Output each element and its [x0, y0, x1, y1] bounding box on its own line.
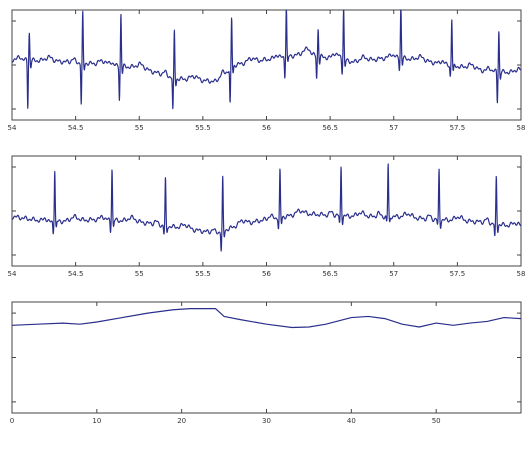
x-tick-label: 56 [262, 270, 271, 278]
ecg-lead-1-plot: 54 54.5 55 55.5 56 56.5 57 57.5 58 [8, 9, 526, 132]
axes-frame [11, 155, 522, 267]
x-tick-label: 50 [432, 417, 441, 425]
x-tick-label: 57 [389, 270, 398, 278]
x-tick-label: 57 [389, 124, 398, 132]
series-line [11, 308, 522, 329]
x-tick-label: 57.5 [450, 270, 466, 278]
axes-frame [11, 301, 522, 414]
x-tick-label: 58 [517, 270, 526, 278]
x-tick-label: 55.5 [195, 124, 211, 132]
x-tick-label: 54 [8, 124, 17, 132]
x-tick-label: 40 [347, 417, 356, 425]
x-tick-label: 55 [135, 124, 144, 132]
x-tick-label: 54.5 [68, 270, 84, 278]
x-tick-label: 54.5 [68, 124, 84, 132]
x-tick-label: 0 [10, 417, 14, 425]
series-line [11, 9, 522, 110]
x-tick-label: 30 [262, 417, 271, 425]
x-tick-label: 10 [92, 417, 101, 425]
x-tick-label: 54 [8, 270, 17, 278]
x-tick-label: 55.5 [195, 270, 211, 278]
ecg-lead-2-plot: 54 54.5 55 55.5 56 56.5 57 57.5 58 [8, 155, 526, 278]
x-tick-label: 55 [135, 270, 144, 278]
series-line [11, 163, 522, 252]
x-tick-label: 58 [517, 124, 526, 132]
baseline-trend-plot: 0 10 20 30 40 50 [10, 301, 522, 425]
x-tick-label: 56 [262, 124, 271, 132]
x-tick-label: 56.5 [322, 124, 338, 132]
x-tick-label: 57.5 [450, 124, 466, 132]
x-tick-label: 20 [177, 417, 186, 425]
x-tick-label: 56.5 [322, 270, 338, 278]
